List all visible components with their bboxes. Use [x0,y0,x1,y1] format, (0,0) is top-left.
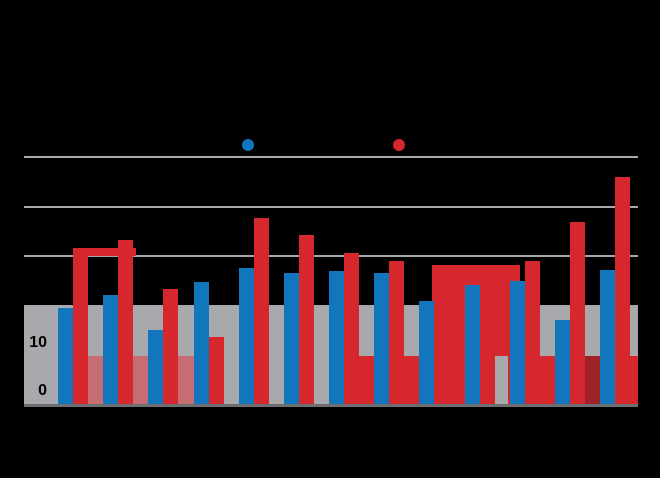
bar-red [525,260,540,405]
red-range-band-1 [342,355,488,405]
bar-red [480,264,495,405]
bar-red [299,235,314,405]
x-axis-baseline [24,404,638,407]
y-tick-label-10: 10 [29,334,47,351]
bar-blue [58,307,73,405]
y-tick-label-0: 0 [38,382,47,399]
bar-red [254,217,269,405]
bar-blue [465,285,480,405]
bar-red [570,221,585,405]
gridline [24,255,638,257]
bar-blue [284,272,299,405]
bar-red [434,264,449,405]
bar-blue [555,319,570,405]
legend-blue-dot-icon [242,139,254,151]
bar-blue [194,282,209,405]
bar-red [163,289,178,405]
bar-red [344,253,359,405]
bar-red [73,248,88,405]
bar-red [118,240,133,405]
bar-blue [419,301,434,405]
red-beam [73,248,136,256]
gridline [24,205,638,208]
bar-red [209,337,224,405]
bar-blue [103,295,118,405]
bar-red [389,260,404,405]
gridline [24,156,638,158]
bar-blue [239,267,254,405]
bar-blue [600,269,615,405]
bar-blue [374,272,389,405]
bar-blue [329,270,344,405]
bar-blue [148,329,163,405]
bar-red [615,176,630,405]
bar-blue [510,281,525,405]
legend-red-dot-icon [393,139,405,151]
